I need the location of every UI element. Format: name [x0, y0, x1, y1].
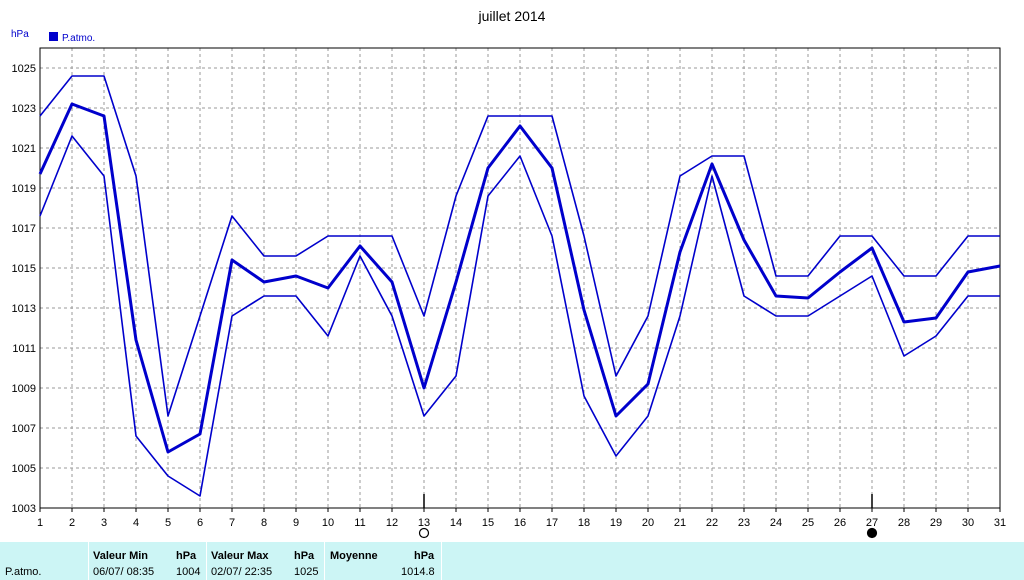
- x-tick-label: 30: [962, 517, 974, 529]
- x-tick-label: 9: [293, 517, 299, 529]
- max-value: 1025: [294, 566, 319, 578]
- y-tick-label: 1009: [12, 383, 36, 395]
- x-tick-label: 10: [322, 517, 334, 529]
- y-tick-label: 1005: [12, 463, 36, 475]
- y-tick-label: 1019: [12, 183, 36, 195]
- pressure-chart: juillet 2014 hPa P.atmo. 100310051007100…: [11, 8, 1006, 539]
- x-tick-label: 12: [386, 517, 398, 529]
- y-tick-label: 1007: [12, 423, 36, 435]
- y-tick-labels: 1003 1005 1007 1009 1011 1013 1015 1017 1019 1021…: [12, 63, 36, 515]
- y-axis-unit: hPa: [11, 29, 29, 40]
- avg-value: 1014.8: [401, 566, 435, 578]
- y-tick-label: 1021: [12, 143, 36, 155]
- full-moon-icon: [418, 527, 430, 539]
- y-tick-label: 1013: [12, 303, 36, 315]
- x-tick-label: 18: [578, 517, 590, 529]
- stats-panel: P.atmo. Valeur Min hPa 06/07/ 08:35 1004…: [0, 542, 1024, 580]
- x-tick-label: 19: [610, 517, 622, 529]
- y-tick-label: 1003: [12, 503, 36, 515]
- legend-swatch: [49, 32, 58, 41]
- x-tick-label: 11: [354, 517, 365, 529]
- max-date: 02/07/ 22:35: [211, 566, 273, 578]
- x-tick-label: 7: [229, 517, 235, 529]
- x-tick-label: 13: [418, 517, 430, 529]
- x-tick-label: 17: [546, 517, 558, 529]
- avg-header: Moyenne: [330, 550, 378, 562]
- x-tick-label: 14: [450, 517, 462, 529]
- x-tick-label: 22: [706, 517, 718, 529]
- x-tick-label: 16: [514, 517, 526, 529]
- x-tick-label: 5: [165, 517, 171, 529]
- y-tick-label: 1011: [12, 343, 36, 355]
- moon-markers: [418, 494, 878, 539]
- x-tick-label: 27: [866, 517, 878, 529]
- x-tick-label: 2: [69, 517, 75, 529]
- series-lines: [38, 75, 1001, 497]
- x-tick-label: 31: [994, 517, 1006, 529]
- chart-title: juillet 2014: [478, 8, 546, 24]
- x-tick-labels: 1 2 3 4 5 6 7 8 9 10 11 12 13 14 15 16 17 18 19 20 21 22 23 24 2…: [37, 508, 1006, 529]
- min-unit: hPa: [176, 550, 197, 562]
- min-value: 1004: [176, 566, 201, 578]
- x-tick-label: 24: [770, 517, 782, 529]
- x-tick-label: 3: [101, 517, 107, 529]
- y-tick-label: 1015: [12, 263, 36, 275]
- series-line-mean: [38, 102, 1001, 454]
- avg-unit: hPa: [414, 550, 435, 562]
- y-tick-label: 1017: [12, 223, 36, 235]
- x-tick-label: 23: [738, 517, 750, 529]
- x-tick-label: 8: [261, 517, 267, 529]
- x-tick-label: 26: [834, 517, 846, 529]
- series-line-min: [39, 135, 1000, 497]
- y-tick-label: 1023: [12, 103, 36, 115]
- y-tick-label: 1025: [12, 63, 36, 75]
- stats-row-label: P.atmo.: [5, 566, 42, 578]
- min-header: Valeur Min: [93, 550, 149, 562]
- max-unit: hPa: [294, 550, 315, 562]
- series-line-max: [39, 75, 1000, 417]
- x-tick-label: 29: [930, 517, 942, 529]
- grid: [40, 48, 1000, 508]
- x-tick-label: 6: [197, 517, 203, 529]
- min-date: 06/07/ 08:35: [93, 566, 155, 578]
- x-tick-label: 25: [802, 517, 814, 529]
- x-tick-label: 1: [37, 517, 43, 529]
- max-header: Valeur Max: [211, 550, 269, 562]
- x-tick-label: 4: [133, 517, 139, 529]
- x-tick-label: 20: [642, 517, 654, 529]
- x-tick-label: 15: [482, 517, 494, 529]
- legend-label: P.atmo.: [62, 33, 95, 44]
- x-tick-label: 21: [674, 517, 686, 529]
- new-moon-icon: [866, 527, 878, 539]
- x-tick-label: 28: [898, 517, 910, 529]
